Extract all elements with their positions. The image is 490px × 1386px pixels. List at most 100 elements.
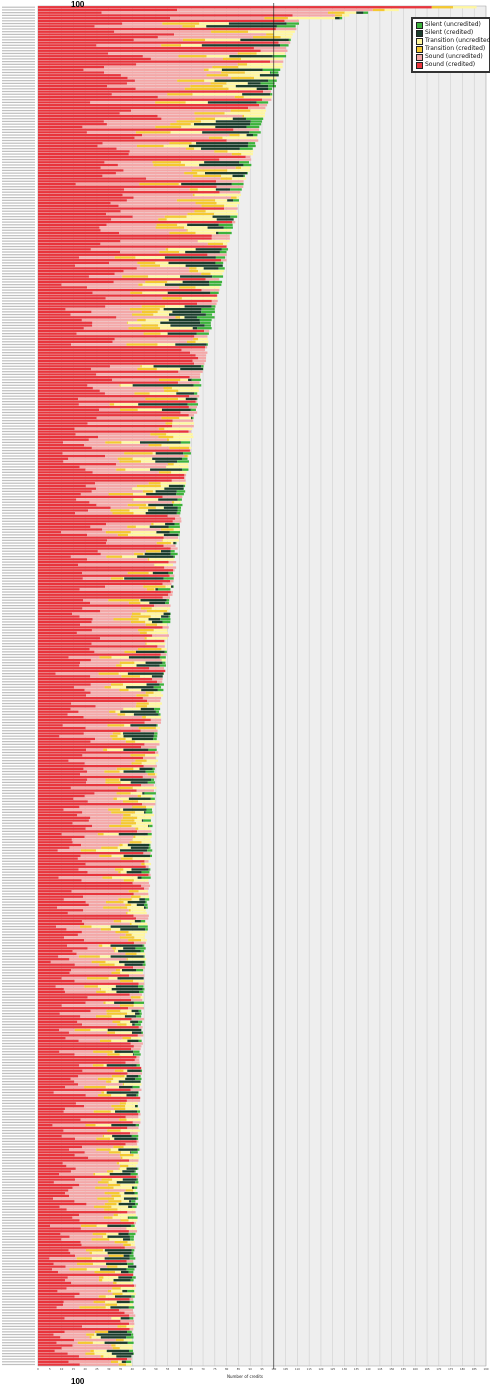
bar-segment <box>201 120 216 123</box>
row-label <box>2 1108 35 1110</box>
bar-segment <box>79 1064 93 1067</box>
bar-segment <box>145 754 159 757</box>
bar-segment <box>90 683 111 686</box>
bar-segment <box>105 305 142 308</box>
bar-segment <box>116 792 131 795</box>
bar-segment <box>111 656 129 659</box>
bar-segment <box>38 384 88 387</box>
bar-segment <box>38 1352 68 1355</box>
bar-segment <box>146 642 166 645</box>
bar-segment <box>38 150 130 153</box>
bar-segment <box>190 123 195 126</box>
bar-segment <box>38 1230 129 1233</box>
bar-segment <box>164 389 179 392</box>
bar-segment <box>79 588 148 591</box>
row-label <box>2 1121 35 1124</box>
bar-segment <box>123 900 128 904</box>
bar-segment <box>250 109 267 112</box>
bar-segment <box>38 378 113 382</box>
bar-segment <box>63 441 106 444</box>
bar-segment <box>248 106 266 110</box>
bar-segment <box>131 1009 139 1013</box>
bar-segment <box>253 133 258 137</box>
bar-segment <box>180 378 189 382</box>
bar-segment <box>244 71 270 74</box>
bar-segment <box>206 55 230 58</box>
bar-segment <box>227 199 234 202</box>
bar-segment <box>38 1172 60 1176</box>
bar-segment <box>127 911 147 915</box>
bar-segment <box>138 1113 141 1116</box>
bar-segment <box>235 84 269 88</box>
bar-segment <box>38 667 150 670</box>
bar-segment <box>128 533 164 537</box>
bar-segment <box>38 212 107 216</box>
row-label <box>2 980 35 982</box>
row-label <box>2 1072 35 1075</box>
bar-segment <box>38 696 143 700</box>
row-label <box>2 1325 35 1328</box>
row-label <box>2 1255 35 1257</box>
bar-segment <box>157 95 235 99</box>
row-label <box>2 629 35 631</box>
bar-segment <box>38 637 101 640</box>
row-label <box>2 63 35 65</box>
bar-segment <box>158 218 167 221</box>
bar-segment <box>154 563 174 567</box>
bar-segment <box>163 386 172 390</box>
bar-segment <box>38 180 217 183</box>
bar-segment <box>162 582 172 586</box>
bar-segment <box>184 163 200 167</box>
bar-segment <box>130 1020 139 1023</box>
bar-segment <box>111 971 121 975</box>
bar-segment <box>169 446 190 450</box>
bar-segment <box>88 1156 121 1159</box>
bar-segment <box>38 803 143 806</box>
bar-segment <box>184 172 198 175</box>
bar-segment <box>95 1186 114 1189</box>
bar-segment <box>148 618 161 621</box>
bar-segment <box>278 41 291 44</box>
bar-segment <box>38 465 80 469</box>
bar-segment <box>38 286 88 289</box>
bar-segment <box>108 1200 122 1203</box>
bar-segment <box>121 1360 126 1363</box>
bar-segment <box>38 201 111 205</box>
bar-segment <box>38 955 59 958</box>
bar-segment <box>127 900 146 904</box>
bar-segment <box>196 142 249 145</box>
bar-segment <box>104 686 111 689</box>
bar-segment <box>363 11 369 14</box>
x-tick-label: 45 <box>142 1367 146 1371</box>
x-tick-label: 65 <box>190 1367 194 1371</box>
bar-segment <box>99 656 112 659</box>
bar-segment <box>38 370 179 373</box>
bar-segment <box>216 180 244 183</box>
bar-segment <box>114 963 125 966</box>
bar-segment <box>134 819 142 822</box>
bar-segment <box>194 147 202 150</box>
bar-segment <box>182 468 189 471</box>
bar-segment <box>160 264 186 267</box>
bar-segment <box>101 1091 105 1094</box>
x-tick-label: 175 <box>448 1367 453 1371</box>
bar-segment <box>38 876 59 879</box>
bar-segment <box>106 1064 137 1067</box>
row-label <box>2 692 35 694</box>
bar-segment <box>188 144 248 148</box>
bar-segment <box>191 378 201 382</box>
row-label <box>2 1268 35 1270</box>
bar-segment <box>259 74 279 77</box>
bar-segment <box>288 38 291 42</box>
row-label <box>2 256 35 259</box>
bar-segment <box>109 365 141 368</box>
bar-segment <box>160 482 187 485</box>
bar-segment <box>120 1129 141 1132</box>
bar-segment <box>73 686 105 689</box>
bar-segment <box>38 1164 67 1168</box>
bar-segment <box>137 318 146 322</box>
bar-segment <box>114 868 124 871</box>
bar-segment <box>38 1080 75 1083</box>
bar-segment <box>38 136 135 139</box>
bar-segment <box>38 1034 138 1037</box>
